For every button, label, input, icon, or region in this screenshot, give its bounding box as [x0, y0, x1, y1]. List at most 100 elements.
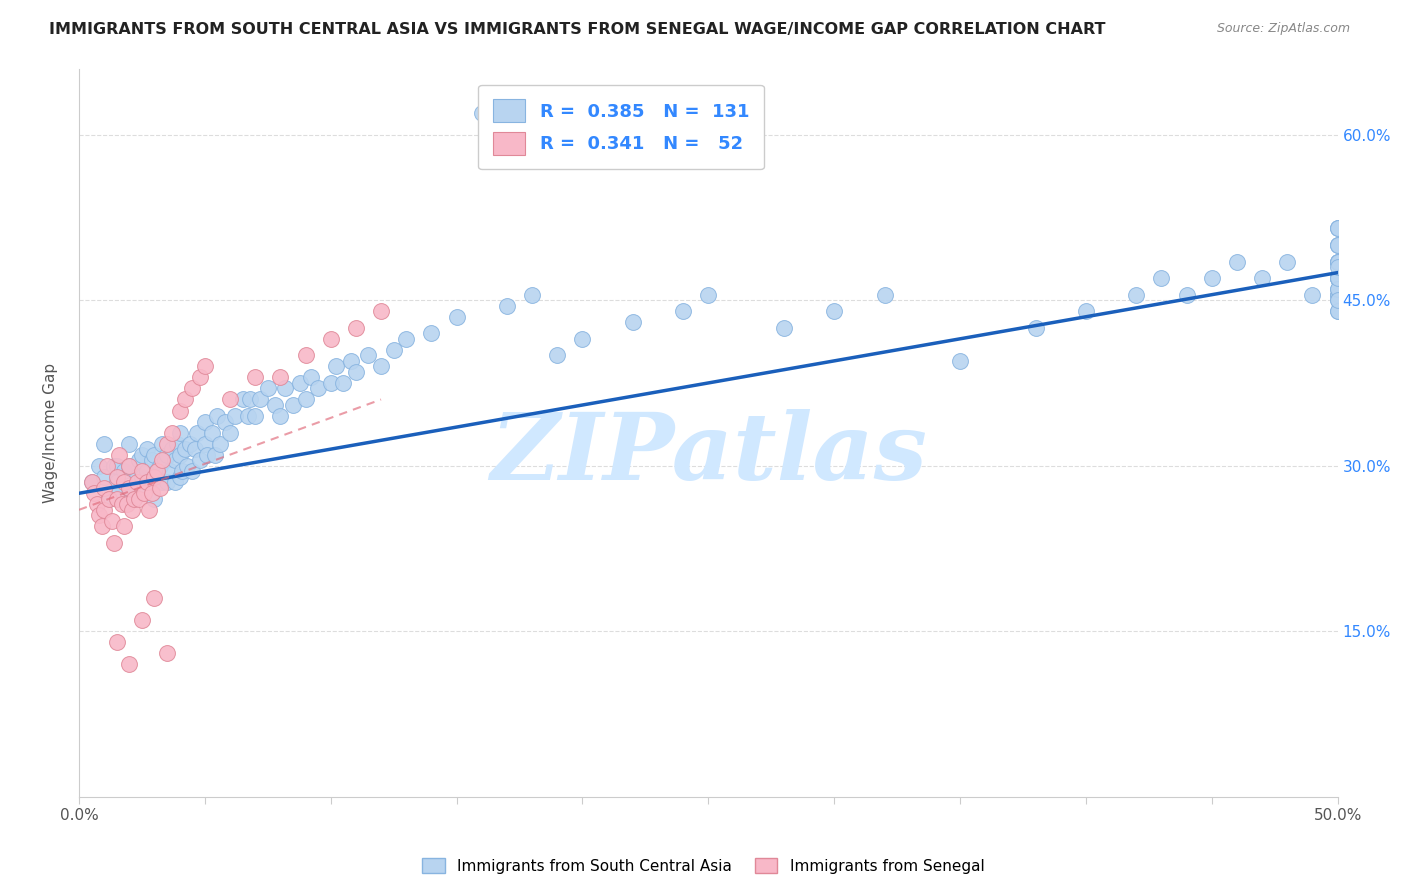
Point — [118, 458, 141, 473]
Point — [111, 497, 134, 511]
Point — [1326, 271, 1348, 285]
Point — [128, 491, 150, 506]
Point — [103, 536, 125, 550]
Point — [382, 343, 405, 357]
Point — [131, 469, 153, 483]
Point — [1326, 271, 1348, 285]
Point — [256, 382, 278, 396]
Point — [949, 354, 972, 368]
Point — [1326, 221, 1348, 235]
Point — [1326, 287, 1348, 301]
Point — [344, 365, 367, 379]
Point — [219, 392, 242, 407]
Point — [1226, 254, 1249, 268]
Point — [1326, 221, 1348, 235]
Point — [83, 486, 105, 500]
Point — [520, 287, 543, 301]
Point — [156, 475, 179, 490]
Point — [131, 613, 153, 627]
Legend: Immigrants from South Central Asia, Immigrants from Senegal: Immigrants from South Central Asia, Immi… — [416, 852, 990, 880]
Point — [294, 348, 316, 362]
Point — [169, 448, 191, 462]
Point — [156, 448, 179, 462]
Point — [204, 448, 226, 462]
Point — [150, 453, 173, 467]
Point — [1301, 287, 1323, 301]
Point — [98, 491, 121, 506]
Point — [873, 287, 896, 301]
Point — [163, 453, 186, 467]
Point — [194, 415, 217, 429]
Point — [1326, 282, 1348, 296]
Point — [118, 657, 141, 672]
Text: Source: ZipAtlas.com: Source: ZipAtlas.com — [1216, 22, 1350, 36]
Point — [87, 508, 110, 523]
Point — [307, 382, 329, 396]
Point — [138, 503, 160, 517]
Point — [150, 436, 173, 450]
Point — [208, 436, 231, 450]
Point — [150, 475, 173, 490]
Point — [1326, 304, 1348, 318]
Point — [214, 415, 236, 429]
Point — [93, 481, 115, 495]
Point — [274, 382, 297, 396]
Point — [148, 481, 170, 495]
Point — [1326, 282, 1348, 296]
Point — [103, 458, 125, 473]
Point — [80, 475, 103, 490]
Point — [146, 464, 169, 478]
Point — [496, 299, 519, 313]
Point — [1326, 271, 1348, 285]
Point — [672, 304, 695, 318]
Point — [1025, 320, 1047, 334]
Point — [141, 453, 163, 467]
Point — [1074, 304, 1097, 318]
Point — [621, 315, 644, 329]
Point — [118, 458, 141, 473]
Point — [135, 442, 157, 457]
Point — [156, 436, 179, 450]
Point — [420, 326, 443, 341]
Point — [118, 481, 141, 495]
Point — [184, 442, 207, 457]
Point — [169, 469, 191, 483]
Point — [105, 469, 128, 483]
Point — [128, 453, 150, 467]
Point — [319, 332, 342, 346]
Point — [160, 425, 183, 440]
Point — [344, 320, 367, 334]
Point — [1326, 254, 1348, 268]
Point — [124, 491, 146, 506]
Point — [194, 436, 217, 450]
Point — [249, 392, 271, 407]
Point — [195, 448, 218, 462]
Point — [269, 409, 291, 423]
Point — [1125, 287, 1147, 301]
Point — [143, 491, 166, 506]
Point — [181, 382, 204, 396]
Point — [159, 464, 181, 478]
Point — [1326, 293, 1348, 308]
Point — [1326, 271, 1348, 285]
Point — [105, 635, 128, 649]
Point — [224, 409, 246, 423]
Point — [1201, 271, 1223, 285]
Point — [325, 359, 347, 374]
Point — [98, 491, 121, 506]
Point — [138, 475, 160, 490]
Point — [118, 481, 141, 495]
Point — [156, 646, 179, 660]
Point — [124, 491, 146, 506]
Point — [93, 503, 115, 517]
Point — [1326, 271, 1348, 285]
Point — [340, 354, 363, 368]
Point — [121, 503, 143, 517]
Point — [290, 376, 312, 390]
Point — [1326, 260, 1348, 274]
Point — [105, 475, 128, 490]
Point — [135, 475, 157, 490]
Point — [471, 105, 494, 120]
Point — [188, 453, 211, 467]
Point — [169, 403, 191, 417]
